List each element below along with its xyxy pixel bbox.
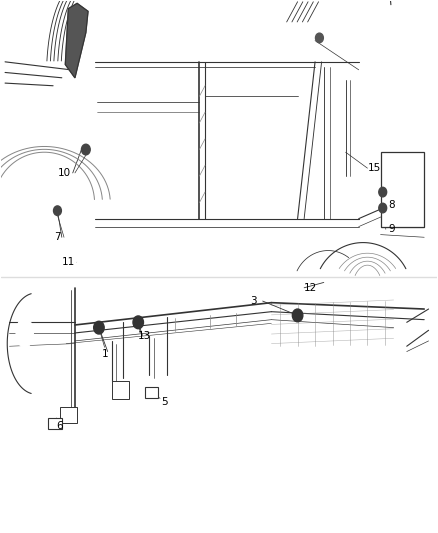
Text: 15: 15 xyxy=(367,163,381,173)
Text: 6: 6 xyxy=(57,421,63,431)
Circle shape xyxy=(133,316,144,329)
Ellipse shape xyxy=(16,318,33,348)
Text: 12: 12 xyxy=(304,283,317,293)
Text: 7: 7 xyxy=(54,232,61,243)
Text: 5: 5 xyxy=(161,397,168,407)
Circle shape xyxy=(292,309,303,322)
Circle shape xyxy=(315,33,323,43)
Circle shape xyxy=(379,203,387,213)
Circle shape xyxy=(81,144,90,155)
FancyBboxPatch shape xyxy=(145,386,158,398)
Circle shape xyxy=(94,321,104,334)
Text: 11: 11 xyxy=(62,257,75,267)
Text: 3: 3 xyxy=(251,296,257,306)
Polygon shape xyxy=(65,3,88,78)
FancyBboxPatch shape xyxy=(48,418,62,429)
Circle shape xyxy=(379,187,387,197)
FancyBboxPatch shape xyxy=(381,152,424,227)
Text: 13: 13 xyxy=(138,330,152,341)
Ellipse shape xyxy=(77,256,90,266)
Text: 1: 1 xyxy=(102,349,109,359)
Text: 10: 10 xyxy=(57,168,71,179)
FancyBboxPatch shape xyxy=(112,381,130,399)
Text: 8: 8 xyxy=(388,200,395,211)
Text: 9: 9 xyxy=(388,224,395,235)
FancyBboxPatch shape xyxy=(60,407,77,423)
Circle shape xyxy=(53,206,61,215)
